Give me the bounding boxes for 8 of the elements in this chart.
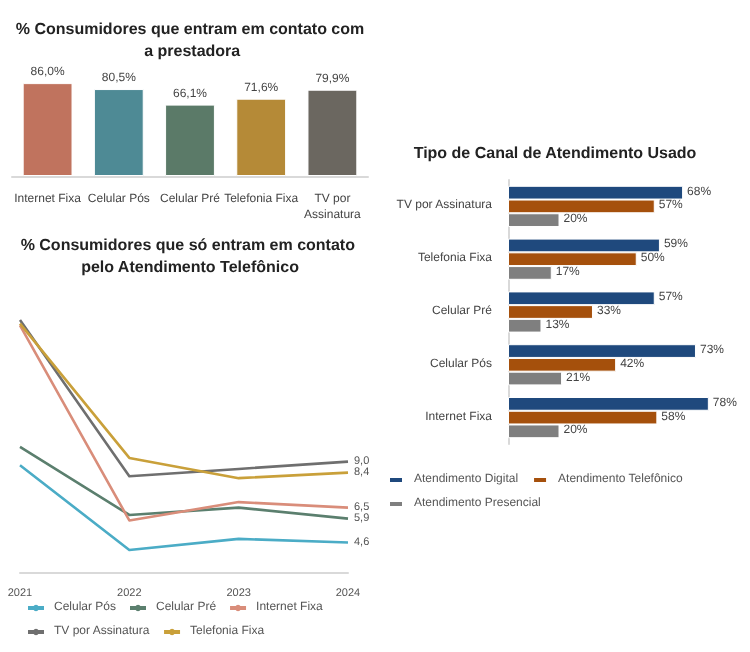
bar: [236, 98, 287, 176]
bar: [307, 89, 358, 176]
chart-title: % Consumidores que entram em contato com a prestadora: [15, 20, 365, 60]
chart-title: % Consumidores que só entram em contato pelo Atendimento Telefônico: [20, 236, 360, 276]
bar: [165, 104, 215, 176]
chart-title: Tipo de Canal de Atendimento Usado: [413, 144, 697, 162]
bar: [22, 83, 73, 176]
bar: [93, 89, 144, 176]
